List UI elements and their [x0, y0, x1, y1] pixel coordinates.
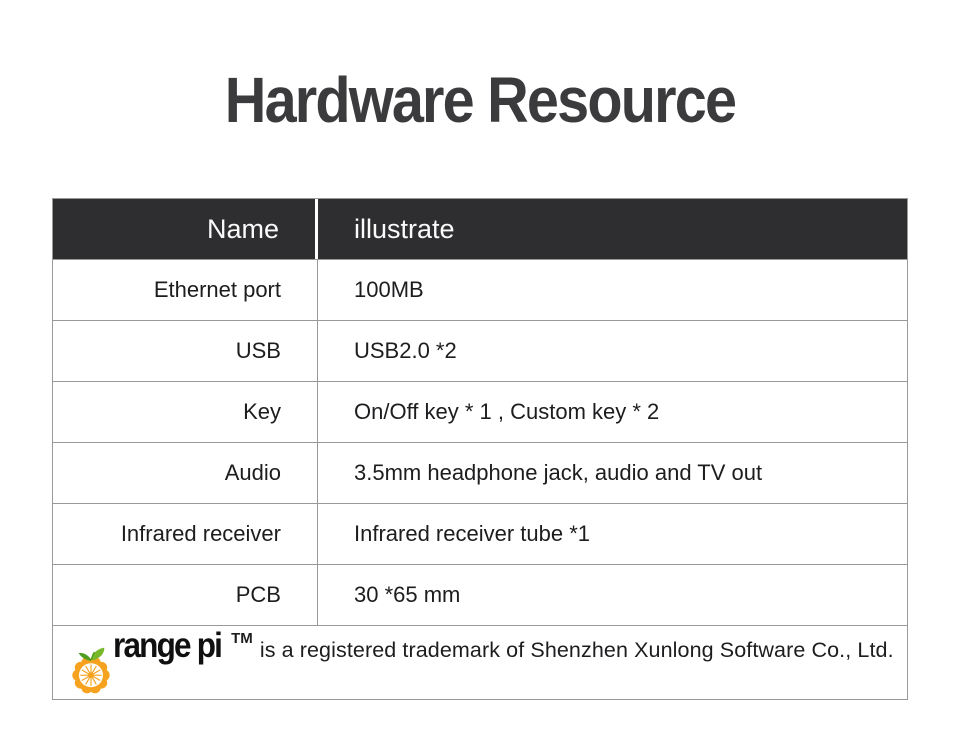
- row-name: Audio: [53, 443, 318, 503]
- trademark-symbol: TM: [231, 630, 253, 647]
- table-row-audio: Audio 3.5mm headphone jack, audio and TV…: [53, 442, 907, 503]
- row-name: PCB: [53, 565, 318, 625]
- row-name: Key: [53, 382, 318, 442]
- table-footer-row: range pi TM is a registered trademark of…: [53, 625, 907, 699]
- table-header-row: Name illustrate: [53, 199, 907, 259]
- table-row-key: Key On/Off key * 1 , Custom key * 2: [53, 381, 907, 442]
- row-value: 100MB: [354, 277, 424, 302]
- trademark-text: is a registered trademark of Shenzhen Xu…: [259, 638, 894, 662]
- orange-fruit-icon: [67, 644, 115, 694]
- hardware-spec-table: Name illustrate Ethernet port 100MB USB …: [52, 198, 908, 700]
- column-header-name: Name: [53, 199, 318, 259]
- column-header-illustrate: illustrate: [354, 213, 455, 244]
- row-name: USB: [53, 321, 318, 381]
- row-value: 30 *65 mm: [354, 582, 461, 607]
- table-row-infrared: Infrared receiver Infrared receiver tube…: [53, 503, 907, 564]
- row-value: Infrared receiver tube *1: [354, 521, 591, 546]
- page-title: Hardware Resource: [224, 64, 737, 136]
- table-row-usb: USB USB2.0 *2: [53, 320, 907, 381]
- row-name: Infrared receiver: [53, 504, 318, 564]
- table-row-ethernet: Ethernet port 100MB: [53, 259, 907, 320]
- brand-wordmark: range pi: [113, 626, 223, 665]
- row-value: USB2.0 *2: [354, 338, 457, 363]
- row-value: 3.5mm headphone jack, audio and TV out: [354, 460, 763, 485]
- row-value: On/Off key * 1 , Custom key * 2: [354, 399, 660, 424]
- table-row-pcb: PCB 30 *65 mm: [53, 564, 907, 625]
- row-name: Ethernet port: [53, 260, 318, 320]
